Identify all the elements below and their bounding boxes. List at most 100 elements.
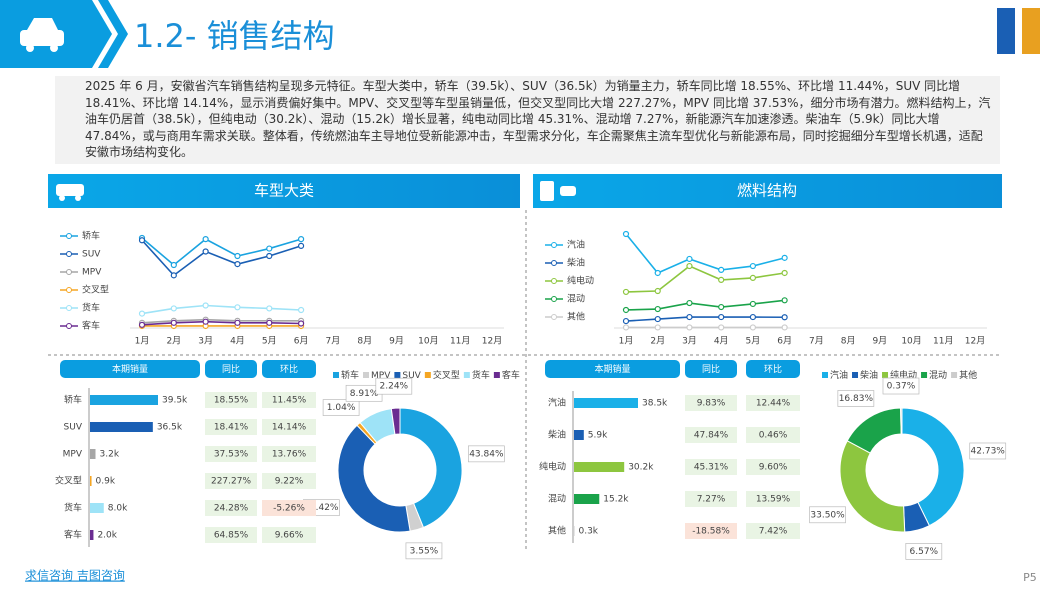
- cell-bg: [262, 392, 316, 408]
- marker: [654, 269, 661, 277]
- label-box: [969, 442, 1007, 460]
- legend-swatch: [882, 372, 889, 378]
- marker: [686, 255, 693, 263]
- bar-label: 36.5k: [157, 423, 183, 433]
- marker: [622, 288, 630, 296]
- data-label: 40.42%: [304, 503, 339, 513]
- marker: [749, 324, 757, 331]
- panel-header: [533, 174, 1002, 208]
- legend-swatch: [394, 372, 401, 378]
- row-label: 交叉型: [55, 475, 82, 487]
- legend-swatch: [551, 296, 557, 302]
- cell-bg: [746, 395, 800, 411]
- marker: [138, 321, 146, 328]
- row-label: 其他: [548, 525, 566, 537]
- header-chevron: [98, 0, 128, 68]
- column-header-label: 同比: [222, 363, 240, 375]
- marker: [297, 320, 305, 327]
- cell-value: 11.45%: [272, 396, 307, 406]
- legend-label: 汽油: [830, 369, 848, 381]
- cell-value: 7.27%: [697, 495, 726, 505]
- cell-value: 18.41%: [214, 423, 249, 433]
- series-line: [141, 318, 302, 324]
- legend-label: 柴油: [860, 369, 878, 381]
- bar-label: 0.9k: [96, 477, 116, 487]
- column-header: [545, 360, 680, 378]
- marker: [718, 324, 725, 331]
- series-line: [141, 239, 302, 277]
- marker: [622, 230, 630, 238]
- label-box: [468, 445, 505, 463]
- legend-label: 轿车: [341, 369, 359, 381]
- marker: [170, 261, 177, 269]
- column-header-label: 环比: [764, 363, 782, 375]
- x-tick-label: 2月: [650, 336, 665, 347]
- donut-slice: [839, 440, 906, 533]
- label-box: [905, 543, 943, 560]
- x-tick-label: 8月: [841, 336, 856, 347]
- marker: [686, 324, 693, 331]
- x-tick-label: 1月: [135, 336, 150, 347]
- logo: [997, 8, 1040, 54]
- cell-value: 9.66%: [275, 531, 304, 541]
- legend-swatch: [363, 372, 370, 378]
- marker: [781, 314, 788, 321]
- legend-swatch: [333, 372, 339, 378]
- data-label: 6.57%: [910, 547, 939, 557]
- legend-swatch: [822, 372, 828, 378]
- cell-bg: [685, 459, 737, 475]
- bar: [90, 503, 104, 513]
- x-tick-label: 12月: [965, 336, 985, 347]
- x-tick-label: 11月: [450, 336, 470, 347]
- x-tick-label: 12月: [482, 336, 502, 347]
- legend-label: 其他: [959, 369, 977, 381]
- marker: [654, 315, 661, 323]
- marker: [749, 274, 757, 282]
- row-label: 客车: [64, 529, 82, 541]
- legend-label: SUV: [82, 250, 101, 260]
- x-tick-label: 10月: [901, 336, 921, 347]
- column-header-label: 环比: [280, 363, 298, 375]
- legend-label: 货车: [82, 302, 100, 314]
- legend-label: 交叉型: [433, 369, 460, 381]
- bar: [90, 530, 94, 540]
- legend-swatch: [66, 251, 72, 257]
- marker: [749, 300, 757, 308]
- row-label: 混动: [548, 494, 566, 505]
- cell-bg: [205, 392, 257, 408]
- bar: [574, 430, 584, 440]
- cell-value: 64.85%: [214, 531, 249, 541]
- cell-value: 45.31%: [694, 463, 729, 473]
- bar: [90, 449, 96, 459]
- marker: [781, 269, 788, 277]
- column-header: [60, 360, 200, 378]
- panel-title: 燃料结构: [737, 182, 797, 200]
- data-label: 0.37%: [887, 382, 916, 392]
- cell-value: 18.55%: [214, 396, 249, 406]
- cell-bg: [746, 523, 800, 539]
- cell-value: 227.27%: [211, 477, 251, 487]
- data-label: 1.04%: [327, 403, 356, 413]
- series-line: [625, 299, 785, 311]
- marker: [234, 261, 241, 268]
- legend-label: 纯电动: [567, 275, 594, 287]
- marker: [202, 302, 209, 309]
- cell-bg: [262, 473, 316, 489]
- legend-swatch: [551, 314, 557, 320]
- series-line: [625, 233, 785, 274]
- legend-swatch: [921, 372, 928, 378]
- marker: [781, 254, 788, 261]
- bar: [574, 494, 600, 504]
- marker: [170, 272, 177, 279]
- marker: [266, 252, 273, 260]
- cell-value: 13.76%: [272, 450, 307, 460]
- bar-label: 2.0k: [97, 531, 117, 541]
- marker: [202, 318, 209, 325]
- marker: [266, 319, 273, 326]
- series-line: [141, 320, 302, 326]
- marker: [202, 248, 209, 255]
- donut-slice: [390, 407, 401, 435]
- marker: [686, 313, 693, 321]
